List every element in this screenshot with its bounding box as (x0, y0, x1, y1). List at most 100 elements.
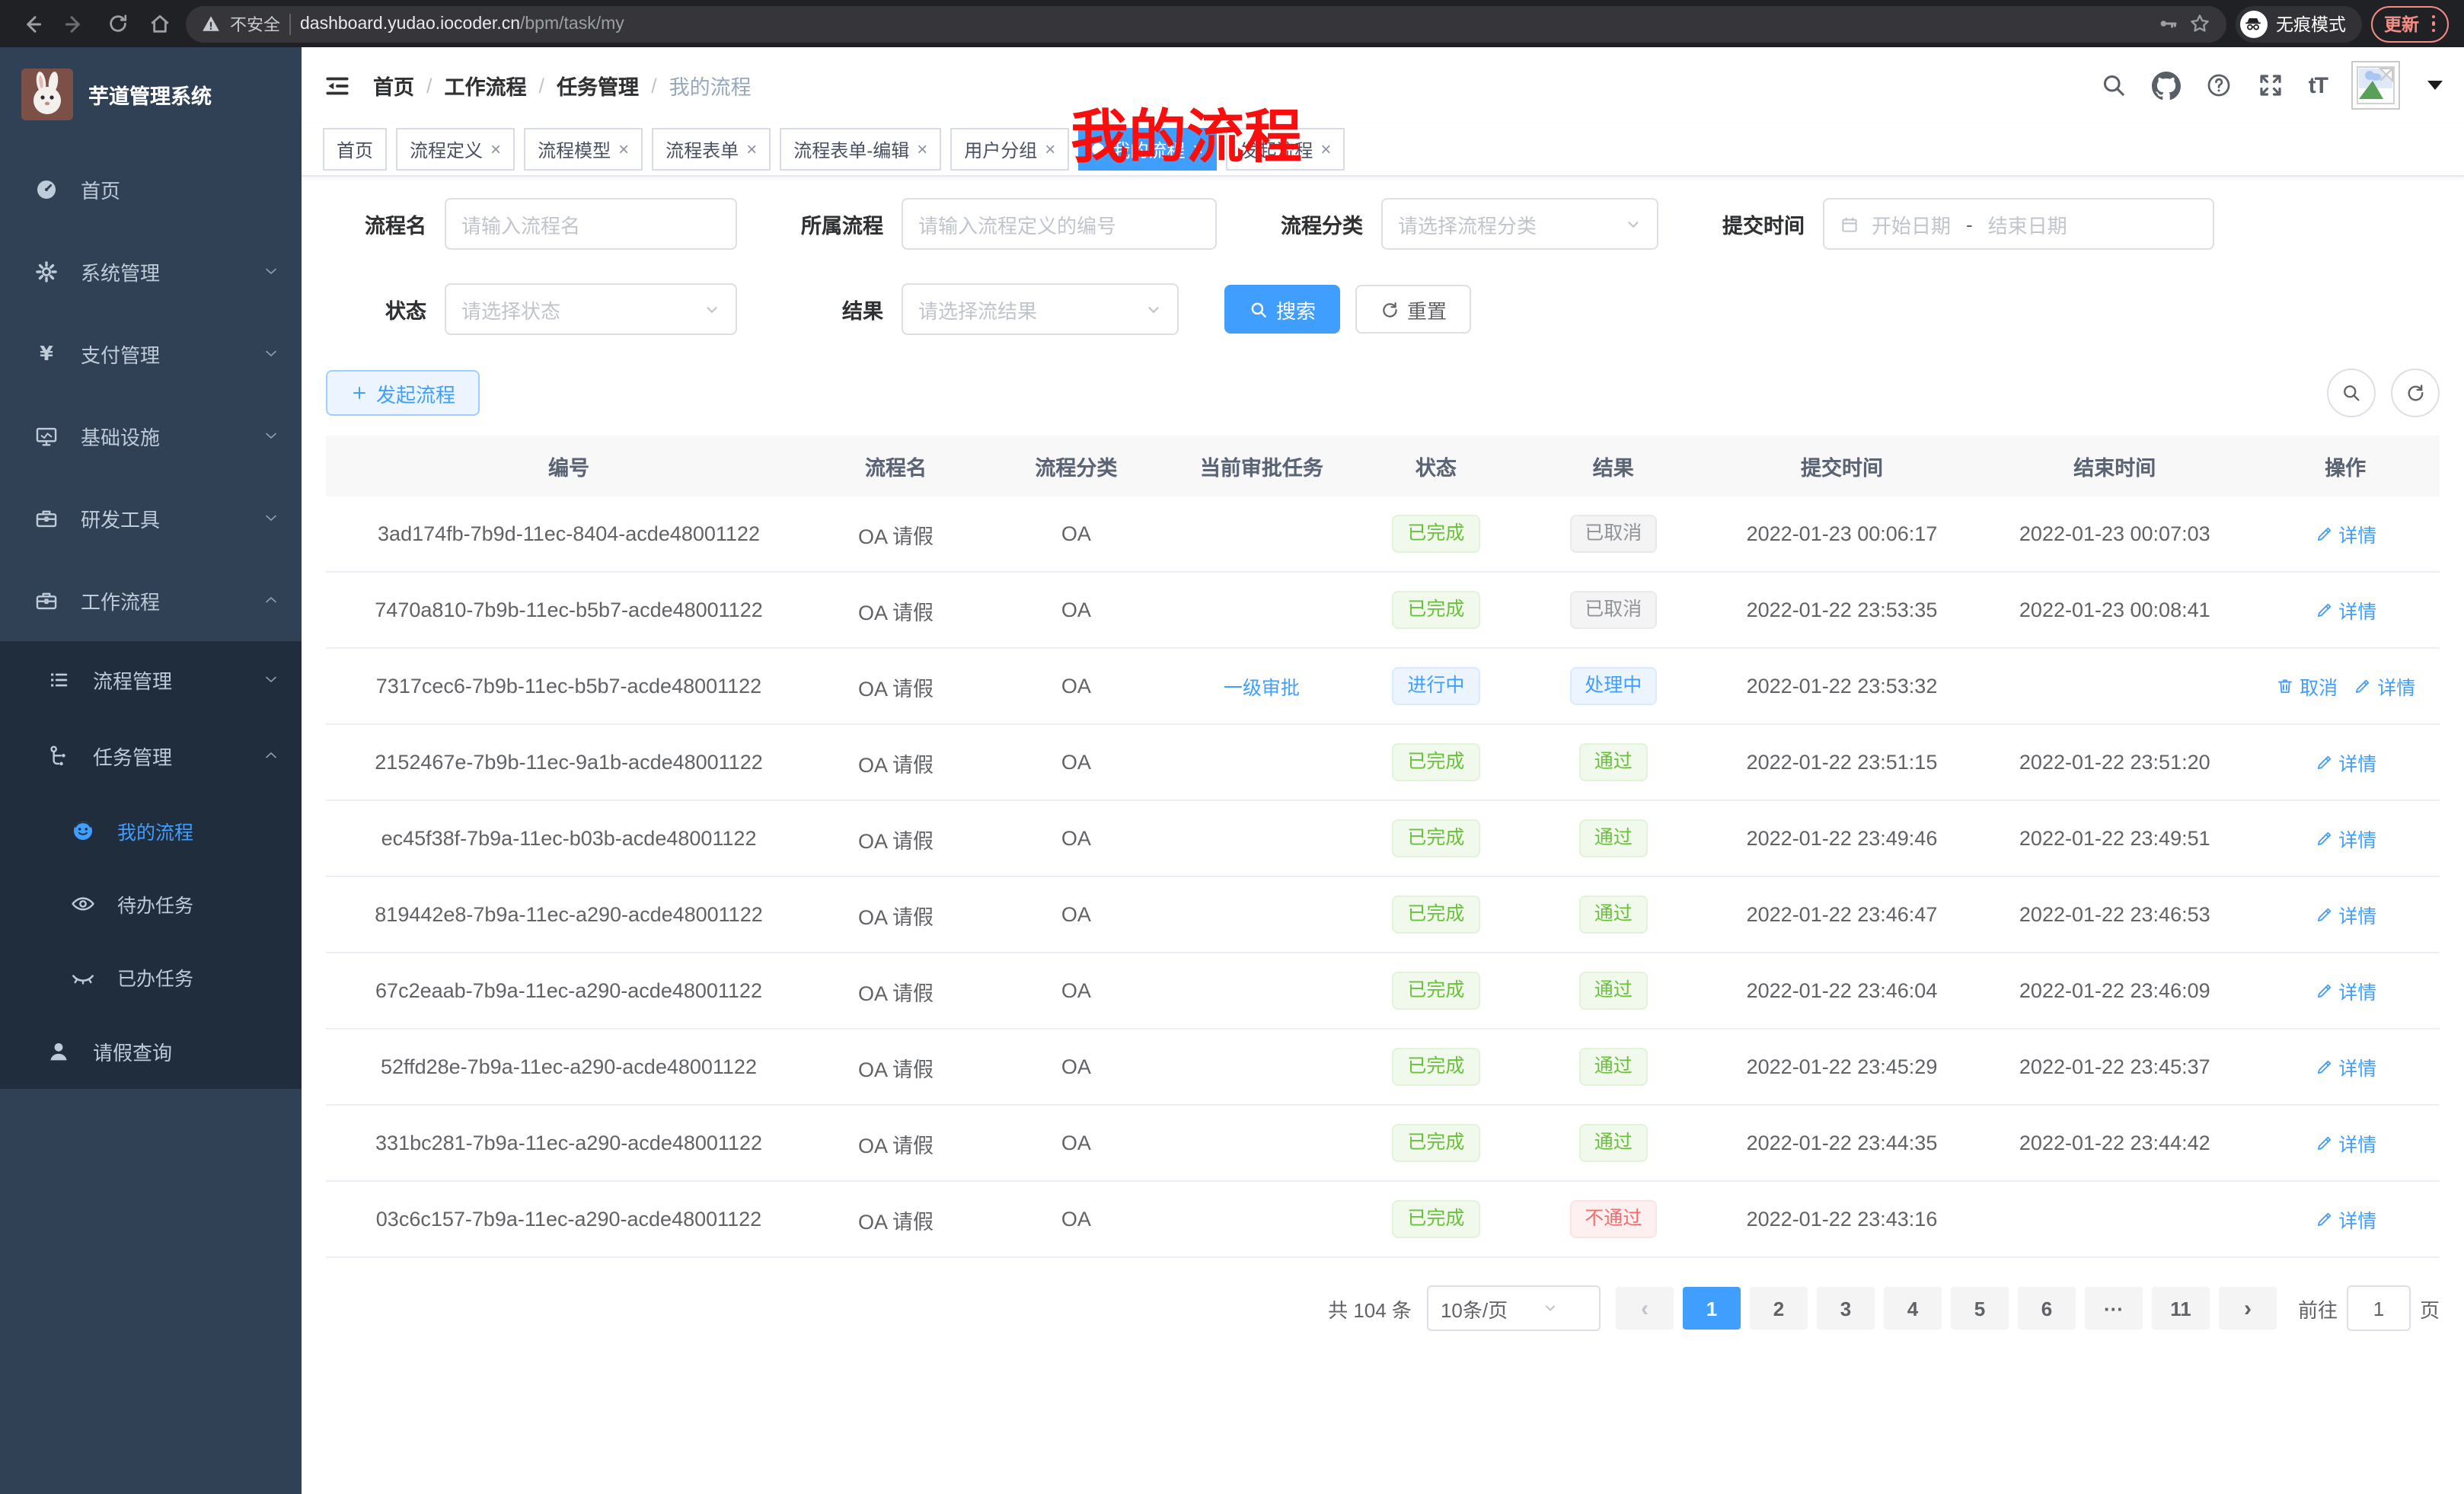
url-bar[interactable]: 不安全 dashboard.yudao.iocoder.cn/bpm/task/… (186, 5, 2226, 42)
cancel-action-link[interactable]: 取消 (2275, 672, 2338, 701)
update-button[interactable]: 更新 (2370, 5, 2449, 42)
content: 流程名 请输入流程名 所属流程 请输入流程定义的编号 流程分类 请选择流程分类 (302, 177, 2464, 1494)
tab-流程定义[interactable]: 流程定义 × (396, 128, 515, 171)
browser-menu-icon[interactable] (2431, 14, 2435, 33)
sidebar-item-eye-open[interactable]: 待办任务 (0, 867, 302, 940)
security-label[interactable]: 不安全 (230, 16, 280, 34)
tab-close-icon[interactable]: × (618, 139, 630, 160)
cell-current-task (1172, 1181, 1351, 1258)
tab-close-icon[interactable]: × (1045, 139, 1056, 160)
reload-icon[interactable] (101, 7, 134, 40)
sidebar-item-robot[interactable]: 我的流程 (0, 793, 302, 867)
process-category-select[interactable]: 请选择流程分类 (1381, 198, 1658, 250)
help-icon[interactable] (2205, 72, 2233, 99)
current-task-link[interactable]: 一级审批 (1223, 678, 1300, 699)
fullscreen-icon[interactable] (2257, 72, 2284, 99)
detail-action-link[interactable]: 详情 (2314, 1128, 2376, 1157)
detail-action-link[interactable]: 详情 (2314, 1205, 2376, 1234)
table-row: 3ad174fb-7b9d-11ec-8404-acde48001122 OA 请… (326, 496, 2440, 573)
page-button-11[interactable]: 11 (2151, 1287, 2210, 1330)
status-select[interactable]: 请选择状态 (445, 283, 737, 335)
tab-close-icon[interactable]: × (746, 139, 758, 160)
tab-close-icon[interactable]: × (917, 139, 928, 160)
detail-action-link[interactable]: 详情 (2314, 748, 2376, 777)
sidebar-item-user[interactable]: 请假查询 (0, 1013, 302, 1089)
home-icon[interactable] (143, 7, 177, 40)
process-name-input[interactable]: 请输入流程名 (445, 198, 737, 250)
page-button-4[interactable]: 4 (1883, 1287, 1942, 1330)
breadcrumb-separator: / (651, 74, 657, 97)
tab-发起流程[interactable]: 发起流程 × (1226, 128, 1345, 171)
avatar-caret-icon[interactable] (2427, 81, 2443, 90)
create-process-button[interactable]: 发起流程 (326, 370, 480, 416)
bookmark-star-icon[interactable] (2188, 12, 2210, 35)
sidebar-item-toolbox[interactable]: 研发工具 (0, 477, 302, 559)
sidebar-item-label: 任务管理 (93, 745, 173, 768)
key-icon[interactable] (2156, 12, 2178, 35)
sidebar-item-yen[interactable]: ¥ 支付管理 (0, 312, 302, 394)
detail-action-link[interactable]: 详情 (2314, 824, 2376, 853)
detail-action-link[interactable]: 详情 (2314, 519, 2376, 548)
tab-首页[interactable]: 首页 (323, 128, 388, 171)
sidebar-item-briefcase[interactable]: 工作流程 (0, 559, 302, 641)
font-size-icon[interactable]: tT (2308, 72, 2328, 98)
page-size-select[interactable]: 10条/页 (1426, 1285, 1601, 1331)
sidebar-item-dashboard[interactable]: 首页 (0, 148, 302, 230)
back-icon[interactable] (15, 7, 49, 40)
page-button-1[interactable]: 1 (1682, 1287, 1741, 1330)
tab-我的流程[interactable]: 我的流程 × (1078, 128, 1218, 171)
breadcrumb-item[interactable]: 任务管理 (557, 76, 640, 99)
show-search-button[interactable] (2327, 369, 2376, 417)
result-badge: 通过 (1578, 972, 1648, 1010)
tab-close-icon[interactable]: × (1192, 139, 1204, 160)
forward-icon[interactable] (58, 7, 91, 40)
result-select[interactable]: 请选择流结果 (902, 283, 1179, 335)
tab-用户分组[interactable]: 用户分组 × (950, 128, 1070, 171)
page-button-5[interactable]: 5 (1950, 1287, 2009, 1330)
reset-button[interactable]: 重置 (1355, 285, 1472, 334)
search-button[interactable]: 搜索 (1224, 285, 1341, 334)
sidebar-item-list[interactable]: 流程管理 (0, 641, 302, 717)
detail-action-link[interactable]: 详情 (2353, 672, 2415, 701)
sidebar-item-monitor[interactable]: 基础设施 (0, 394, 302, 477)
tab-流程表单-编辑[interactable]: 流程表单-编辑 × (780, 128, 942, 171)
start-date-placeholder: 开始日期 (1872, 214, 1952, 237)
sidebar-item-label: 已办任务 (117, 968, 194, 989)
breadcrumb-item[interactable]: 首页 (373, 76, 414, 99)
active-tab-dot (1092, 143, 1105, 155)
breadcrumb-item[interactable]: 工作流程 (444, 76, 527, 99)
detail-action-link[interactable]: 详情 (2314, 595, 2376, 624)
cell-process-name: OA 请假 (812, 953, 981, 1030)
tab-流程模型[interactable]: 流程模型 × (524, 128, 643, 171)
sidebar-item-label: 工作流程 (81, 590, 161, 613)
sidebar-item-gear[interactable]: 系统管理 (0, 230, 302, 312)
search-icon[interactable] (2100, 72, 2127, 99)
submit-time-range-picker[interactable]: 开始日期 - 结束日期 (1823, 198, 2214, 250)
result-badge: 通过 (1578, 743, 1648, 781)
tab-close-icon[interactable]: × (1320, 139, 1332, 160)
github-icon[interactable] (2151, 71, 2181, 100)
refresh-table-button[interactable] (2391, 369, 2440, 417)
url-text[interactable]: dashboard.yudao.iocoder.cn/bpm/task/my (300, 14, 624, 33)
detail-action-link[interactable]: 详情 (2314, 976, 2376, 1005)
tab-close-icon[interactable]: × (490, 139, 502, 160)
user-avatar[interactable] (2351, 61, 2400, 110)
detail-action-link[interactable]: 详情 (2314, 1052, 2376, 1081)
collapse-sidebar-icon[interactable] (323, 71, 352, 100)
sidebar-item-eye-closed[interactable]: 已办任务 (0, 940, 302, 1013)
next-page-button[interactable]: › (2218, 1287, 2277, 1330)
result-badge: 通过 (1578, 1048, 1648, 1086)
tab-流程表单[interactable]: 流程表单 × (652, 128, 771, 171)
url-divider (289, 13, 291, 34)
chevron-up-icon (262, 591, 280, 609)
goto-page-input[interactable]: 1 (2346, 1285, 2411, 1331)
page-button-3[interactable]: 3 (1816, 1287, 1875, 1330)
page-button-2[interactable]: 2 (1749, 1287, 1808, 1330)
page-ellipsis: ··· (2084, 1287, 2143, 1330)
sidebar-item-tree[interactable]: 任务管理 (0, 717, 302, 793)
cell-status: 已完成 (1351, 800, 1521, 877)
page-button-6[interactable]: 6 (2017, 1287, 2076, 1330)
process-definition-input[interactable]: 请输入流程定义的编号 (902, 198, 1217, 250)
detail-action-link[interactable]: 详情 (2314, 900, 2376, 929)
cell-current-task (1172, 800, 1351, 877)
